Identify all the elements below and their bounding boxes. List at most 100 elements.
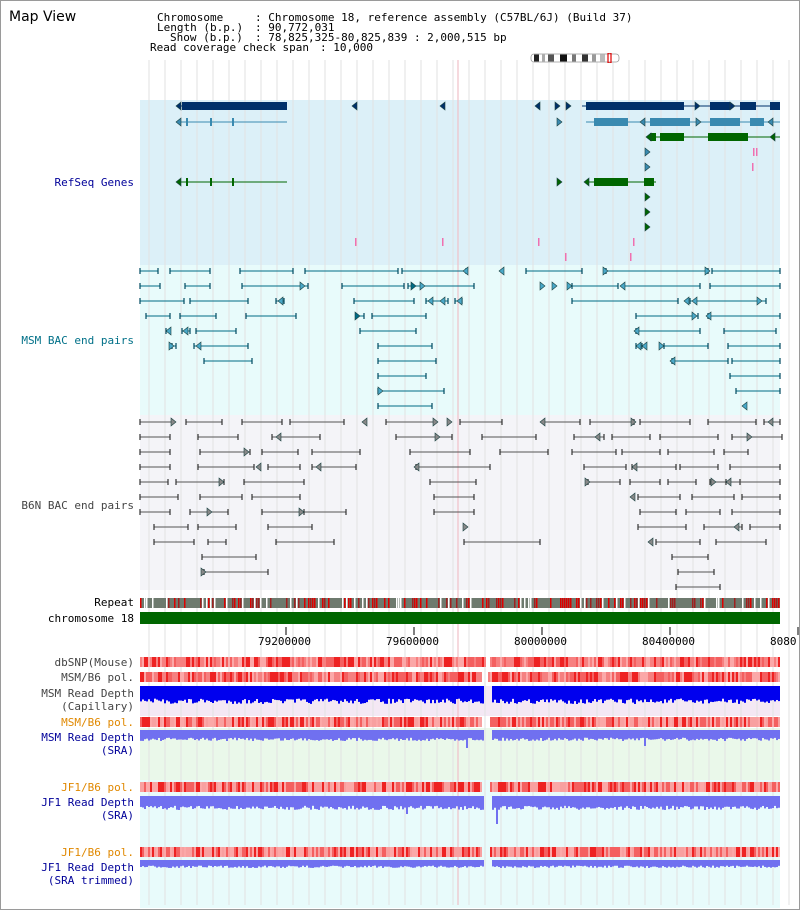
depth-bar [728,860,730,867]
polymorphism-cell [566,847,568,857]
repeat-element [206,598,208,608]
polymorphism-cell [388,847,390,857]
polymorphism-cell [156,672,158,682]
polymorphism-cell [292,672,294,682]
repeat-element [214,598,216,608]
depth-bar [300,796,302,809]
polymorphism-cell [516,717,518,727]
depth-bar [704,730,706,739]
polymorphism-cell [274,847,276,857]
polymorphism-cell [230,657,232,667]
polymorphism-cell [360,782,362,792]
polymorphism-cell [766,672,768,682]
depth-bar [390,730,392,740]
polymorphism-cell [406,782,408,792]
depth-bar [258,860,260,867]
polymorphism-cell [190,672,192,682]
polymorphism-cell [756,657,758,667]
depth-bar [412,730,414,741]
bac-end-arrow [195,341,202,351]
depth-bar [674,686,676,701]
polymorphism-cell [202,717,204,727]
depth-bar [646,686,648,702]
bac-end-arrow [432,417,439,427]
depth-bar [630,860,632,867]
polymorphism-cell [290,782,292,792]
depth-bar [630,796,632,810]
depth-bar [542,730,544,741]
polymorphism-cell [728,657,730,667]
polymorphism-cell [754,782,756,792]
depth-bar [606,686,608,700]
polymorphism-cell [186,717,188,727]
polymorphism-cell [214,672,216,682]
depth-bar [206,860,208,868]
polymorphism-cell [634,672,636,682]
depth-bar [726,686,728,703]
polymorphism-cell [272,672,274,682]
polymorphism-cell [742,672,744,682]
polymorphism-cell [778,657,780,667]
repeat-element [266,598,268,608]
depth-bar [394,860,396,868]
polymorphism-cell [450,847,452,857]
polymorphism-cell [604,672,606,682]
depth-bar [628,860,630,866]
depth-bar [638,860,640,868]
polymorphism-cell [542,672,544,682]
polymorphism-cell [508,847,510,857]
polymorphism-cell [160,717,162,727]
polymorphism-cell [554,672,556,682]
depth-bar [190,860,192,868]
polymorphism-cell [458,782,460,792]
polymorphism-cell [208,657,210,667]
depth-bar [276,860,278,867]
repeat-element [224,598,226,608]
repeat-element [768,598,770,608]
polymorphism-cell [718,782,720,792]
polymorphism-cell [260,657,262,667]
repeat-element [426,598,428,608]
msm-depth-sra [140,730,780,748]
cytoband-ideogram-icon[interactable] [530,53,620,63]
depth-bar [434,686,436,704]
polymorphism-cell [574,717,576,727]
polymorphism-cell [610,847,612,857]
depth-bar [610,796,612,808]
polymorphism-cell [642,782,644,792]
depth-bar [722,860,724,867]
depth-bar [158,686,160,701]
polymorphism-cell [400,847,402,857]
depth-bar [608,796,610,809]
polymorphism-cell [332,847,334,857]
polymorphism-cell [348,782,350,792]
depth-bar [200,730,202,739]
bac-end-arrow [315,462,322,472]
polymorphism-cell [628,717,630,727]
bac-end-arrow [275,432,282,442]
depth-bar [674,860,676,868]
polymorphism-cell [672,717,674,727]
polymorphism-cell [532,657,534,667]
polymorphism-cell [354,782,356,792]
depth-bar [764,796,766,809]
strand-arrow [644,147,651,157]
polymorphism-cell [588,672,590,682]
repeat-element [398,598,400,608]
repeat-element [152,598,154,608]
polymorphism-cell [480,717,482,727]
repeat-element [416,598,418,608]
depth-bar [646,796,648,807]
depth-bar [622,730,624,741]
depth-bar [514,686,516,704]
bac-end-arrow [427,296,434,306]
polymorphism-cell [226,657,228,667]
strand-arrow [175,177,182,187]
depth-bar [580,730,582,740]
polymorphism-cell [282,717,284,727]
depth-bar [746,796,748,807]
polymorphism-cell [662,657,664,667]
repeat-element [342,598,344,608]
polymorphism-cell [154,717,156,727]
